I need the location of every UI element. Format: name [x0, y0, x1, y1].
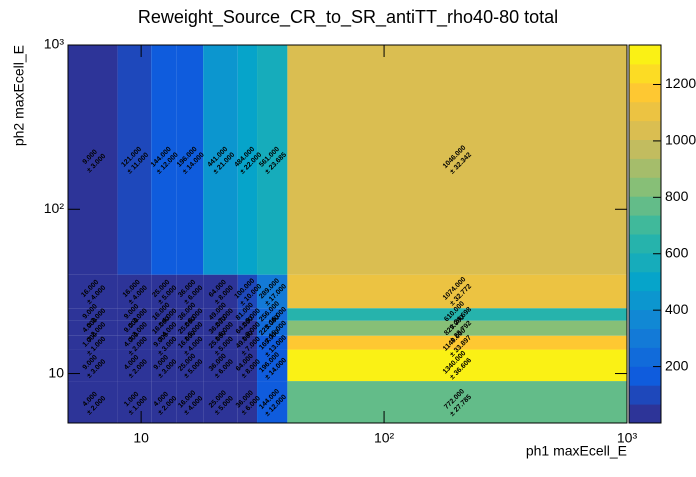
heatmap-cell — [203, 320, 238, 336]
colorbar-step — [629, 290, 661, 311]
heatmap-cell — [287, 335, 627, 350]
y-tick-label: 10² — [44, 200, 65, 216]
heatmap-cell — [287, 45, 627, 275]
heatmap-cell — [117, 349, 152, 382]
colorbar-step — [629, 120, 661, 140]
colorbar-step — [629, 158, 661, 178]
colorbar-frame — [628, 44, 662, 424]
heatmap-cell — [257, 45, 288, 275]
z-tick-label: 400 — [665, 301, 689, 317]
heatmap-cell — [237, 45, 258, 275]
heatmap-cell — [257, 274, 288, 309]
heatmap-cell — [117, 45, 152, 275]
colorbar-step — [629, 385, 661, 405]
z-tick-label: 1200 — [665, 75, 696, 91]
colorbar-step — [629, 101, 661, 122]
colorbar-step — [629, 252, 661, 273]
heatmap-cell — [151, 349, 177, 382]
heatmap-cell — [203, 308, 238, 321]
heatmap-cell — [237, 274, 258, 309]
heatmap-cell — [117, 274, 152, 309]
heatmap-cell — [287, 274, 627, 309]
heatmap-cell — [176, 45, 204, 275]
heatmap-cell — [117, 308, 152, 321]
heatmap-cell — [68, 308, 118, 321]
colorbar-step — [629, 309, 661, 329]
heatmap-cell — [68, 381, 118, 423]
colorbar-step — [629, 45, 661, 65]
heatmap-cell — [117, 320, 152, 336]
heatmap-cell — [68, 335, 118, 350]
colorbar-step — [629, 271, 661, 292]
heatmap-cell — [203, 349, 238, 382]
heatmap-cell — [257, 381, 288, 423]
heatmap-cell — [176, 274, 204, 309]
colorbar-step — [629, 347, 661, 367]
heatmap-cell — [151, 45, 177, 275]
heatmap-cell — [176, 381, 204, 423]
heatmap-cell — [151, 320, 177, 336]
heatmap-cell — [151, 381, 177, 423]
z-tick-label: 1000 — [665, 132, 696, 148]
y-tick-label: 10³ — [44, 36, 65, 52]
heatmap-cell — [287, 381, 627, 423]
heatmap-cell — [68, 45, 118, 275]
colorbar-step — [629, 328, 661, 348]
heatmap-cell — [203, 335, 238, 350]
heatmap-cell — [176, 320, 204, 336]
heatmap-cell — [176, 349, 204, 382]
x-tick-label: 10 — [133, 430, 149, 446]
colorbar-step — [629, 366, 661, 386]
heatmap-cell — [68, 349, 118, 382]
z-tick-label: 800 — [665, 188, 689, 204]
heatmap-cell — [151, 335, 177, 350]
heatmap-cell — [237, 381, 258, 423]
colorbar-step — [629, 82, 661, 103]
heatmap-cell — [203, 45, 238, 275]
x-tick-label: 10³ — [617, 430, 638, 446]
colorbar-step — [629, 234, 661, 254]
heatmap-cell — [68, 274, 118, 309]
heatmap-cell — [151, 274, 177, 309]
heatmap-cell — [151, 308, 177, 321]
y-axis-label: ph2 maxEcell_E — [11, 45, 27, 146]
colorbar-step — [629, 139, 661, 159]
heatmap-cell — [257, 320, 288, 336]
heatmap-cell — [117, 381, 152, 423]
heatmap-cell — [117, 335, 152, 350]
plot-frame — [67, 44, 628, 424]
heatmap-cell — [287, 308, 627, 321]
z-tick-label: 600 — [665, 244, 689, 260]
y-tick-label: 10 — [48, 364, 64, 380]
heatmap-cell — [176, 335, 204, 350]
colorbar-step — [629, 63, 661, 84]
heatmap-cell — [176, 308, 204, 321]
heatmap-cell — [237, 335, 258, 350]
colorbar-step — [629, 404, 661, 424]
heatmap-cell — [203, 274, 238, 309]
colorbar-step — [629, 177, 661, 197]
heatmap-cell — [203, 381, 238, 423]
z-tick-label: 200 — [665, 357, 689, 373]
heatmap-cell — [287, 320, 627, 336]
x-axis-label: ph1 maxEcell_E — [526, 443, 627, 459]
heatmap-cell — [287, 349, 627, 382]
x-tick-label: 10² — [374, 430, 395, 446]
heatmap-cell — [68, 320, 118, 336]
heatmap-cell — [257, 308, 288, 321]
colorbar-step — [629, 196, 661, 216]
chart-title: Reweight_Source_CR_to_SR_antiTT_rho40-80… — [138, 7, 558, 28]
heatmap-cell — [257, 349, 288, 382]
heatmap-cell — [237, 349, 258, 382]
heatmap-cell — [257, 335, 288, 350]
colorbar-step — [629, 215, 661, 235]
heatmap-cell — [237, 308, 258, 321]
heatmap-cell — [237, 320, 258, 336]
